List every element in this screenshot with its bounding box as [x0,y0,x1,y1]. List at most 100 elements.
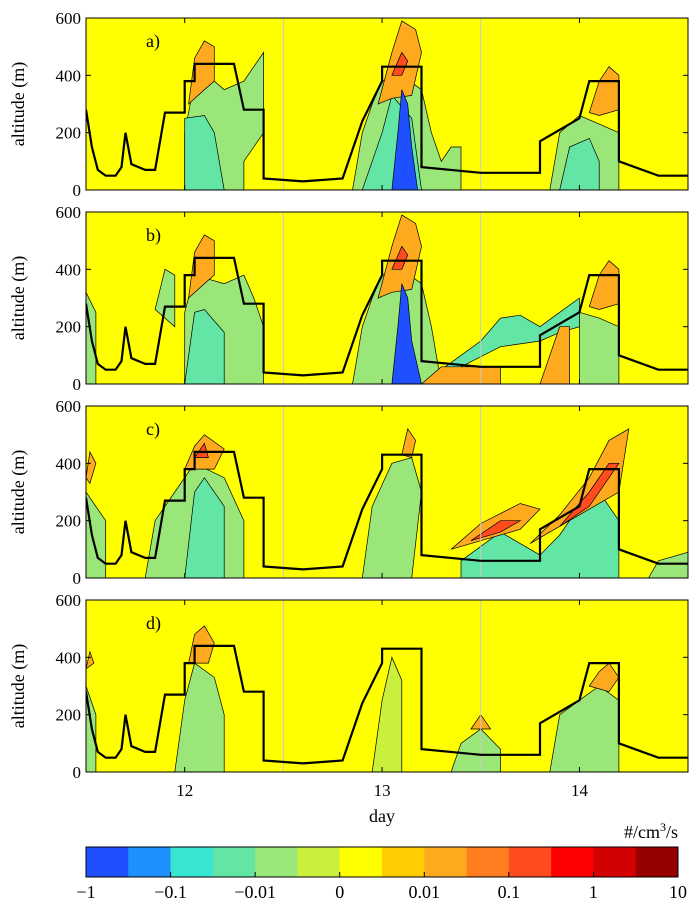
contour-region-5 [193,442,209,458]
colorbar-segment-10 [508,847,552,877]
colorbar-unit-label: #/cm3/s [624,820,678,842]
contour-region-2 [188,40,215,105]
colorbar-segment-0 [86,847,129,877]
contour-region-7 [401,428,416,459]
panel-plot-area [86,406,688,578]
colorbar: −1 −0.1 −0.01 0 0.01 0.1 1 10 #/cm3/s [76,820,687,902]
y-tick-label: 400 [56,260,82,279]
contour-region-4 [371,656,403,772]
panel-frame [85,211,689,385]
colorbar-tick-label: 1 [589,882,598,902]
y-axis-label: altitude (m) [8,450,29,534]
y-tick-label: 600 [56,9,82,28]
colorbar-tick-label: −1 [76,882,95,902]
contour-region-5 [450,728,501,772]
y-tick-label: 600 [56,203,82,222]
panel-a: 0 200 400 600 a) altitude (m) [8,9,689,200]
contour-region-10 [470,520,522,542]
y-tick-label: 0 [73,569,82,588]
y-tick-label: 200 [56,124,82,143]
colorbar-tick-label: 0 [335,882,344,902]
contour-region-9 [559,137,600,190]
contour-region-8 [588,662,620,693]
panel-d: 0 200 400 600 12 13 14 d) altitude (m) [8,591,689,800]
colorbar-segment-13 [635,847,679,877]
contour-region-6 [391,51,409,76]
colorbar-frame [85,846,679,878]
y-axis-label: altitude (m) [8,644,29,728]
colorbar-segment-7 [382,847,425,877]
x-axis-label: day [369,806,395,826]
y-tick-label: 400 [56,66,82,85]
panel-label: c) [146,419,160,440]
x-tick-label: 12 [176,781,193,800]
boundary-layer-line [86,644,688,765]
colorbar-unit-main: #/cm [624,822,660,842]
panel-label: a) [146,31,160,52]
colorbar-segment-8 [424,847,467,877]
colorbar-segment-4 [255,847,298,877]
colorbar-segment-6 [339,847,383,877]
colorbar-segment-12 [593,847,637,877]
panel-frame [85,599,689,773]
panel-label: d) [146,613,161,634]
contour-region-0 [86,491,107,578]
panels-group: 0 200 400 600 a) altitude (m) 0 200 400 600 b) alti… [8,9,689,800]
contour-region-12 [559,462,620,527]
colorbar-segment-3 [212,847,256,877]
x-tick-label: 13 [374,781,391,800]
y-axis-label: altitude (m) [8,256,29,340]
colorbar-tick-label: −0.1 [154,882,187,902]
colorbar-segment-5 [297,847,341,877]
contour-region-3 [184,309,225,384]
contour-region-11 [539,326,570,384]
y-tick-label: 0 [73,763,82,782]
y-tick-label: 200 [56,318,82,337]
x-tick-label: 14 [571,781,589,800]
panel-b: 0 200 400 600 b) altitude (m) [8,203,689,394]
y-tick-label: 0 [73,375,82,394]
colorbar-unit-sup: 3 [660,820,666,834]
y-tick-label: 600 [56,397,82,416]
colorbar-unit-tail: /s [666,822,678,842]
panel-plot-area [86,212,688,384]
y-tick-label: 200 [56,512,82,531]
panel-c: 0 200 400 600 c) altitude (m) [8,397,689,588]
contour-region-7 [391,245,409,270]
contour-region-1 [154,268,176,328]
colorbar-tick-label: 10 [669,882,687,902]
panel-plot-area [86,18,688,190]
boundary-layer-line [86,256,688,377]
contour-region-13 [648,551,688,578]
panel-plot-area [86,600,688,772]
y-tick-label: 200 [56,706,82,725]
panel-label: b) [146,225,161,246]
y-tick-label: 400 [56,648,82,667]
colorbar-tick-label: −0.01 [234,882,276,902]
colorbar-segment-9 [466,847,510,877]
y-tick-label: 600 [56,591,82,610]
contour-region-7 [391,89,418,190]
panel-frame [85,405,689,579]
y-tick-label: 0 [73,181,82,200]
contour-region-4 [188,234,215,299]
contour-region-2 [174,662,225,772]
y-tick-label: 400 [56,454,82,473]
contour-region-1 [184,115,225,190]
contour-region-3 [184,477,225,578]
contour-region-12 [579,311,620,384]
y-axis-label: altitude (m) [8,62,29,146]
colorbar-tick-label: 0.01 [409,882,441,902]
contour-region-1 [86,450,97,485]
boundary-layer-line [86,450,688,571]
boundary-layer-line [86,62,688,183]
contour-region-9 [441,297,580,371]
colorbar-segment-11 [551,847,594,877]
colorbar-segment-2 [170,847,214,877]
panel-frame [85,17,689,191]
colorbar-segment-1 [128,847,171,877]
colorbar-tick-label: 0.1 [498,882,521,902]
contour-region-1 [86,650,95,670]
contour-region-8 [391,283,422,384]
